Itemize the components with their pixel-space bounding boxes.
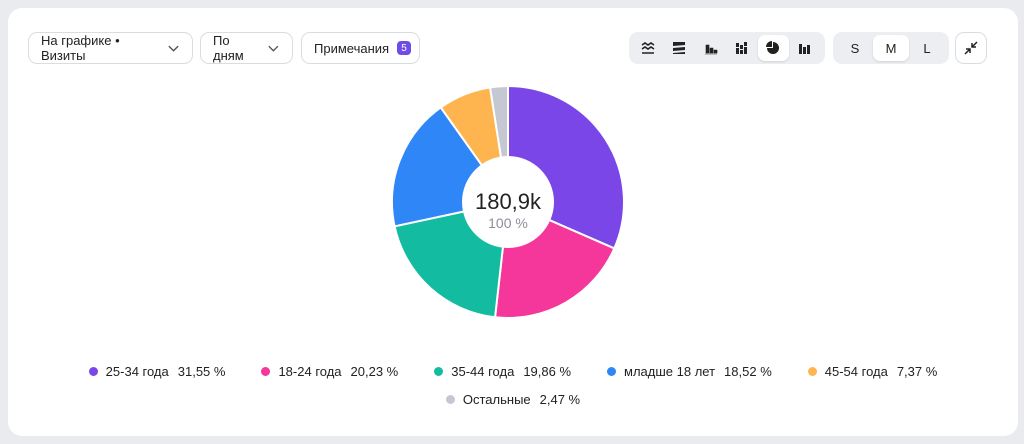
stacked-bar-button[interactable] — [727, 35, 757, 61]
area-chart-button[interactable] — [633, 35, 663, 61]
legend-label: 25-34 года — [105, 364, 169, 379]
legend-dot — [607, 367, 617, 376]
legend-item[interactable]: 35-44 года 19,86 % — [434, 364, 571, 379]
size-s-button[interactable]: S — [850, 40, 860, 56]
donut-hole — [462, 156, 554, 248]
bar-chart-button[interactable] — [696, 35, 726, 61]
legend-label: Остальные — [462, 392, 531, 407]
legend-dot — [88, 367, 98, 376]
legend: 25-34 года 31,55 % 18-24 года 20,23 % 35-4… — [8, 364, 1018, 379]
stacked-area-button[interactable] — [664, 35, 694, 61]
metric-dropdown-label: На графике • Визиты — [41, 33, 120, 63]
period-dropdown-label: По дням — [213, 33, 244, 63]
legend-item[interactable]: 18-24 года 20,23 % — [261, 364, 398, 379]
legend-dot — [261, 367, 271, 376]
area-chart-icon — [641, 42, 655, 54]
legend-item[interactable]: 25-34 года 31,55 % — [88, 364, 226, 379]
metric-dropdown[interactable]: На графике • Визиты — [28, 32, 193, 64]
pie-chart-button[interactable] — [758, 35, 789, 61]
legend-dot — [434, 367, 444, 376]
donut-chart: 180,9k 100 % — [391, 84, 625, 319]
legend-label: 18-24 года — [278, 364, 342, 379]
legend-value: 20,23 % — [350, 364, 399, 379]
bar-chart-icon — [704, 44, 718, 55]
notes-label: Примечания — [314, 40, 390, 56]
legend-label: 45-54 года — [824, 364, 888, 379]
legend-item[interactable]: 45-54 года 7,37 % — [807, 364, 938, 379]
legend-label: 35-44 года — [451, 364, 515, 379]
legend-value: 18,52 % — [724, 364, 772, 379]
legend-value: 2,47 % — [539, 392, 581, 407]
period-dropdown[interactable]: По дням — [200, 32, 293, 64]
column-chart-button[interactable] — [790, 35, 820, 61]
total-value: 180,9k — [475, 189, 542, 214]
chart-type-switcher — [629, 32, 825, 64]
size-switcher: S M L — [833, 32, 949, 64]
legend-dot — [445, 395, 455, 404]
collapse-button[interactable] — [955, 32, 987, 64]
column-chart-icon — [798, 44, 810, 54]
chevron-down-icon — [268, 45, 279, 52]
legend-value: 19,86 % — [523, 364, 572, 379]
pie-chart-icon — [766, 41, 780, 54]
legend-label: младше 18 лет — [624, 364, 716, 379]
total-percent: 100 % — [488, 215, 528, 231]
legend-item[interactable]: младше 18 лет 18,52 % — [607, 364, 772, 379]
collapse-icon — [964, 41, 978, 55]
legend-item[interactable]: Остальные 2,47 % — [445, 392, 581, 407]
notes-button[interactable]: Примечания 5 — [301, 32, 420, 64]
chart-card: На графике • Визиты По дням Примечания 5… — [8, 8, 1018, 436]
stacked-area-icon — [673, 42, 686, 54]
stacked-bar-icon — [736, 42, 748, 54]
legend-value: 31,55 % — [177, 364, 226, 379]
legend-value: 7,37 % — [896, 364, 938, 379]
size-l-button[interactable]: L — [923, 40, 931, 56]
legend-dot — [807, 367, 817, 376]
size-m-button[interactable]: M — [873, 35, 909, 61]
chevron-down-icon — [168, 45, 179, 52]
notes-count-badge: 5 — [397, 41, 412, 55]
legend-second-row: Остальные 2,47 % — [8, 392, 1018, 407]
